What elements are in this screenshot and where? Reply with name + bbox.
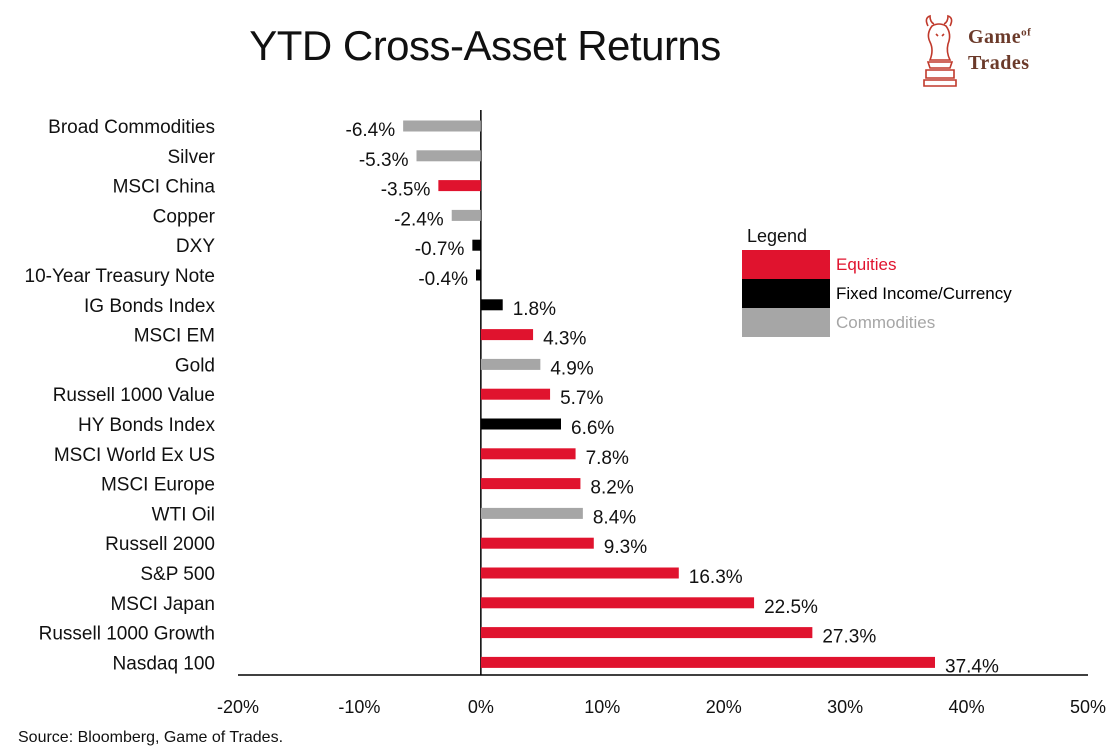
value-label: -0.4%: [418, 269, 468, 290]
category-label: MSCI Japan: [110, 594, 215, 615]
category-label: DXY: [176, 236, 215, 257]
knight-bull-icon: [923, 14, 957, 87]
value-label: 4.3%: [543, 329, 586, 350]
bar-1: [403, 120, 481, 132]
value-label: 16.3%: [689, 567, 743, 588]
category-label: IG Bonds Index: [84, 296, 215, 317]
value-label: 4.9%: [550, 358, 593, 379]
value-label: -2.4%: [394, 209, 444, 230]
legend-item-equities: Equities: [742, 250, 1062, 279]
value-label: 6.6%: [571, 418, 614, 439]
category-label: Gold: [175, 355, 215, 376]
value-label: 1.8%: [513, 299, 556, 320]
source-note: Source: Bloomberg, Game of Trades.: [18, 729, 284, 746]
chart-title: YTD Cross-Asset Returns: [249, 22, 721, 69]
bar-18: [480, 627, 813, 639]
bar-15: [480, 537, 594, 549]
legend: Legend Equities Fixed Income/Currency Co…: [742, 226, 1062, 346]
category-label: WTI Oil: [152, 504, 215, 525]
logo-text-game: Gameof: [968, 26, 1032, 48]
legend-swatch-commodities: [742, 308, 830, 337]
bar-5: [472, 239, 481, 251]
value-label: 9.3%: [604, 537, 647, 558]
category-label: Silver: [167, 147, 215, 168]
category-label: Broad Commodities: [48, 117, 215, 138]
value-label: -6.4%: [346, 120, 396, 141]
value-label: 8.2%: [590, 478, 633, 499]
bar-11: [480, 418, 561, 430]
legend-title: Legend: [747, 226, 808, 246]
x-tick-label: 50%: [1070, 697, 1106, 717]
bar-7: [480, 299, 503, 311]
legend-label-fixed-income: Fixed Income/Currency: [836, 284, 1012, 303]
category-label: S&P 500: [140, 564, 215, 585]
value-label: -0.7%: [415, 239, 465, 260]
x-tick-label: -20%: [217, 697, 259, 717]
legend-label-equities: Equities: [836, 255, 897, 274]
bar-17: [480, 597, 755, 609]
value-label: 27.3%: [822, 627, 876, 648]
category-label: Russell 1000 Growth: [39, 624, 215, 645]
value-label: 8.4%: [593, 507, 636, 528]
value-label: 22.5%: [764, 597, 818, 618]
x-tick-label: 0%: [468, 697, 494, 717]
value-label: 7.8%: [586, 448, 629, 469]
x-tick-label: 10%: [584, 697, 620, 717]
category-label: MSCI EM: [134, 326, 215, 347]
legend-item-commodities: Commodities: [742, 308, 1062, 337]
bar-10: [480, 388, 551, 400]
legend-item-fixed-income: Fixed Income/Currency: [742, 279, 1062, 308]
category-label: HY Bonds Index: [78, 415, 215, 436]
value-label: 5.7%: [560, 388, 603, 409]
bar-12: [480, 448, 576, 460]
bar-2: [416, 150, 481, 162]
x-tick-label: 20%: [706, 697, 742, 717]
legend-swatch-fixed-income: [742, 279, 830, 308]
category-label: MSCI World Ex US: [54, 445, 215, 466]
bar-19: [480, 656, 935, 668]
category-label: Nasdaq 100: [113, 653, 215, 674]
x-tick-label: 40%: [949, 697, 985, 717]
category-label: MSCI China: [113, 177, 216, 198]
category-label: Russell 2000: [105, 534, 215, 555]
category-label: MSCI Europe: [101, 475, 215, 496]
legend-label-commodities: Commodities: [836, 313, 936, 332]
bar-13: [480, 478, 581, 490]
bar-8: [480, 329, 534, 341]
value-label: -3.5%: [381, 180, 431, 201]
bar-16: [480, 567, 679, 579]
x-tick-label: 30%: [827, 697, 863, 717]
category-label: 10-Year Treasury Note: [25, 266, 215, 287]
legend-swatch-equities: [742, 250, 830, 279]
bar-4: [451, 209, 481, 221]
value-label: 37.4%: [945, 656, 999, 677]
x-tick-label: -10%: [338, 697, 380, 717]
bar-9: [480, 358, 541, 370]
category-label: Copper: [153, 206, 216, 227]
category-label: Russell 1000 Value: [53, 385, 215, 406]
logo-text-trades: Trades: [968, 52, 1030, 74]
bar-14: [480, 507, 583, 519]
bar-3: [438, 180, 481, 192]
value-label: -5.3%: [359, 150, 409, 171]
bar-6: [476, 269, 481, 281]
game-of-trades-logo: Gameof Trades: [916, 12, 1056, 92]
